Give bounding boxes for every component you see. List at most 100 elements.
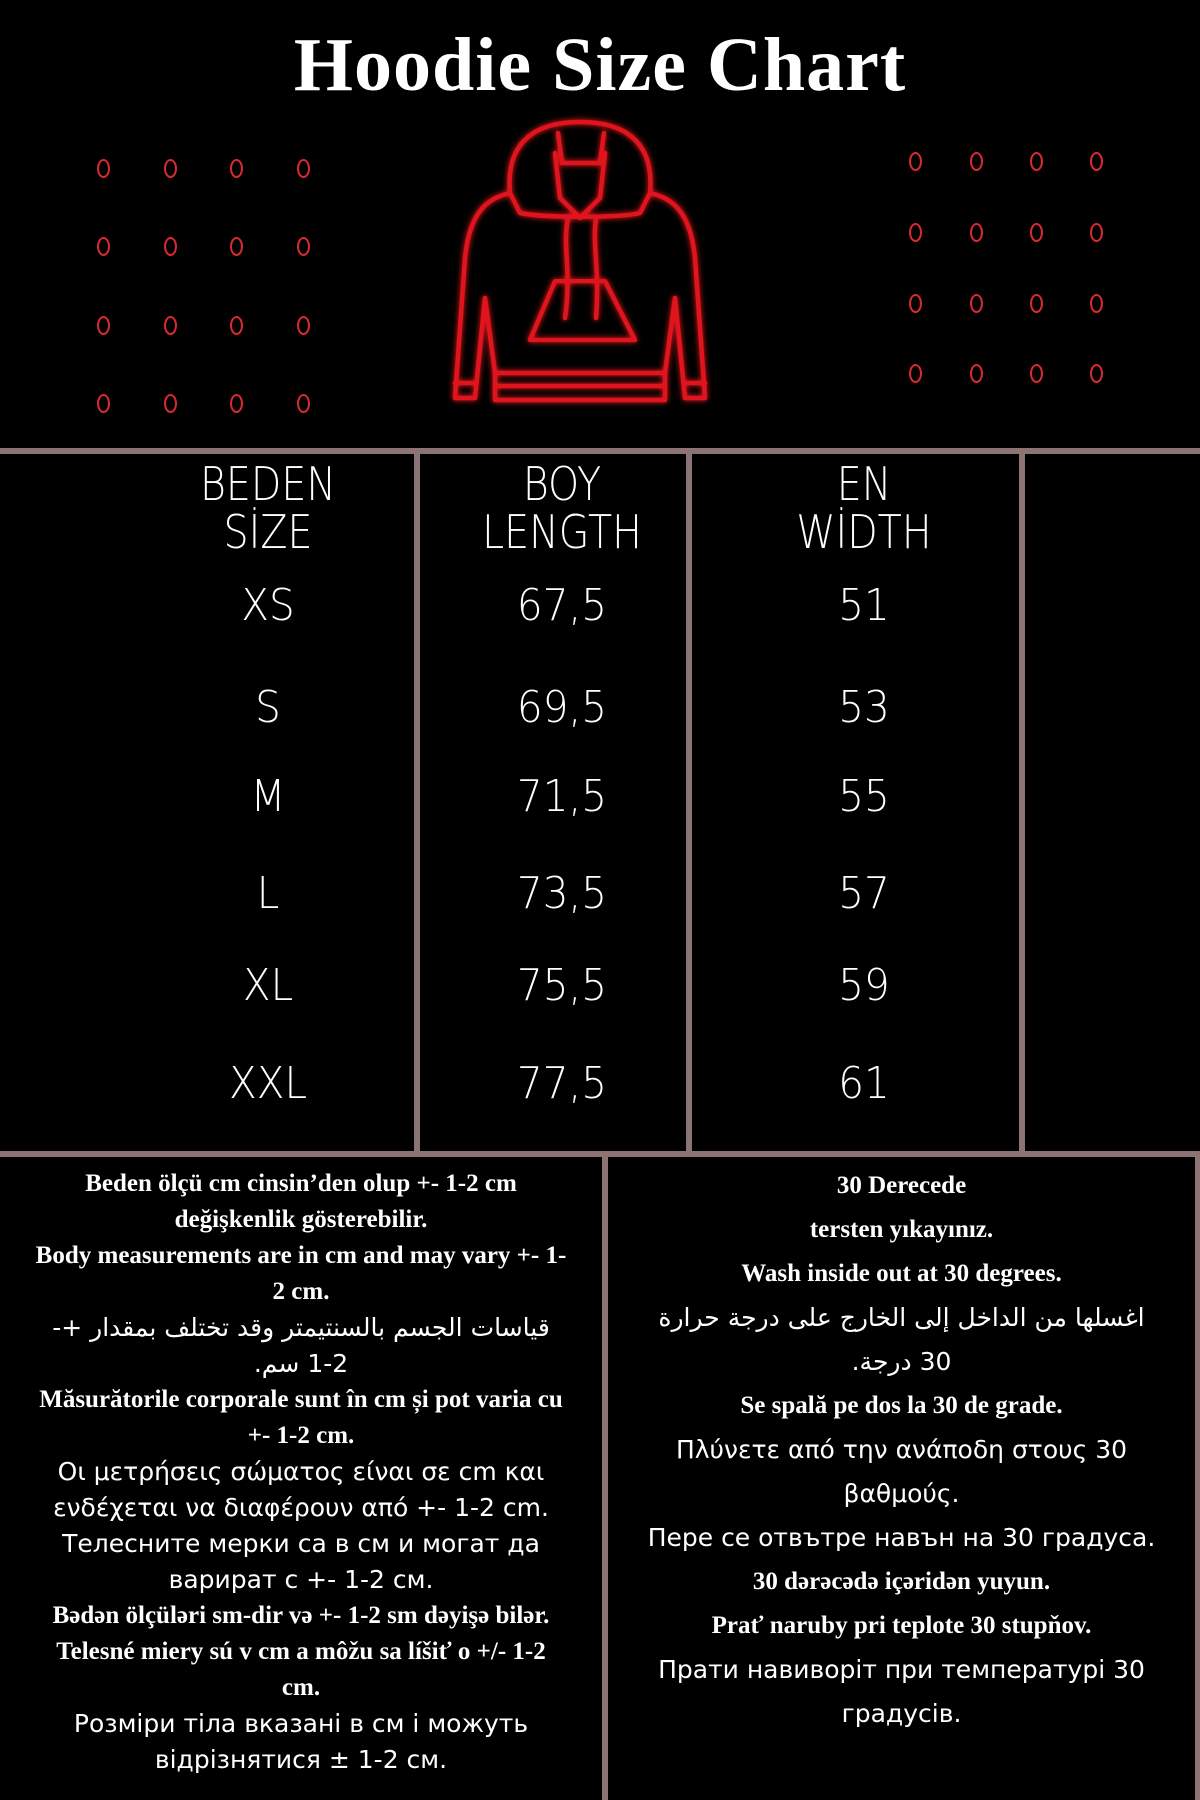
decorative-ring-icon bbox=[97, 237, 110, 256]
decorative-ring-icon bbox=[1090, 294, 1103, 313]
decorative-ring-icon bbox=[1090, 364, 1103, 383]
header-width-en: WİDTH bbox=[796, 505, 932, 559]
decorative-ring-icon bbox=[97, 159, 110, 178]
note-line: اغسلها من الداخل إلى الخارج على درجة حرا… bbox=[658, 1303, 1145, 1332]
decorative-ring-icon bbox=[1030, 152, 1043, 171]
note-line: değişkenlik gösterebilir. bbox=[174, 1206, 428, 1233]
cell-width: 53 bbox=[838, 682, 890, 733]
note-line: Пере се отвътре навън на 30 градуса. bbox=[647, 1523, 1156, 1552]
note-line: قياسات الجسم بالسنتيمتر وقد تختلف بمقدار… bbox=[52, 1313, 550, 1342]
cell-size: XXL bbox=[228, 1058, 308, 1109]
decorative-ring-icon bbox=[970, 364, 983, 383]
decorative-ring-icon bbox=[1030, 364, 1043, 383]
note-line: 2 cm. bbox=[272, 1278, 330, 1305]
decorative-ring-icon bbox=[164, 159, 177, 178]
header-length-tr: BOY bbox=[522, 457, 602, 511]
decorative-ring-icon bbox=[1090, 223, 1103, 242]
note-line: βαθμούς. bbox=[843, 1479, 960, 1508]
note-line: 30 درجة. bbox=[851, 1347, 952, 1376]
header-size: BEDEN SİZE bbox=[182, 460, 354, 556]
decorative-ring-icon bbox=[1030, 294, 1043, 313]
decorative-ring-icon bbox=[1030, 223, 1043, 242]
note-line: Wash inside out at 30 degrees. bbox=[741, 1260, 1062, 1287]
cell-size: XS bbox=[241, 580, 295, 631]
header-length: BOY LENGTH bbox=[450, 460, 674, 556]
header-length-en: LENGTH bbox=[482, 505, 642, 559]
decorative-ring-icon bbox=[97, 316, 110, 335]
decorative-ring-icon bbox=[909, 152, 922, 171]
decorative-ring-icon bbox=[230, 237, 243, 256]
note-line: 30 dərəcədə içəridən yuyun. bbox=[752, 1568, 1051, 1595]
washing-notes: 30 Derecede tersten yıkayınız. Wash inside… bbox=[608, 1164, 1195, 1736]
hoodie-outline-icon bbox=[452, 119, 708, 403]
decorative-ring-icon bbox=[970, 152, 983, 171]
decorative-ring-icon bbox=[297, 237, 310, 256]
column-divider bbox=[686, 454, 692, 1154]
note-line: Телесните мерки са в см и могат да bbox=[62, 1529, 540, 1558]
note-line: Se spală pe dos la 30 de grade. bbox=[740, 1392, 1063, 1419]
notes-right-border bbox=[1195, 1157, 1200, 1800]
note-line: ενδέχεται να διαφέρουν από +- 1-2 cm. bbox=[53, 1493, 549, 1522]
note-line: Πλύνετε από την ανάποδη στους 30 bbox=[675, 1435, 1128, 1464]
decorative-ring-icon bbox=[230, 159, 243, 178]
cell-width: 57 bbox=[838, 868, 890, 919]
header-size-tr: BEDEN bbox=[200, 457, 336, 511]
measurement-notes: Beden ölçü cm cinsin’den olup +- 1-2 cm d… bbox=[0, 1166, 602, 1778]
table-bottom-border bbox=[0, 1151, 1200, 1157]
note-line: Body measurements are in cm and may vary… bbox=[35, 1242, 567, 1269]
cell-size: XL bbox=[242, 960, 294, 1011]
note-line: Telesné miery sú v cm a môžu sa líšiť o … bbox=[56, 1638, 546, 1665]
notes-divider bbox=[602, 1157, 608, 1800]
decorative-ring-icon bbox=[909, 223, 922, 242]
header-width: EN WİDTH bbox=[752, 460, 976, 556]
note-line: Măsurătorile corporale sunt în cm și pot… bbox=[39, 1386, 563, 1413]
note-line: відрізнятися ± 1-2 см. bbox=[154, 1745, 448, 1774]
note-line: Прати навиворіт при температурі 30 bbox=[658, 1655, 1145, 1684]
cell-length: 69,5 bbox=[516, 682, 608, 733]
cell-width: 51 bbox=[838, 580, 890, 631]
cell-size: M bbox=[250, 771, 286, 822]
decorative-ring-icon bbox=[97, 394, 110, 413]
note-line: Οι μετρήσεις σώματος είναι σε cm και bbox=[57, 1457, 545, 1486]
note-line: cm. bbox=[281, 1674, 321, 1701]
decorative-ring-icon bbox=[297, 316, 310, 335]
cell-size: L bbox=[256, 868, 280, 919]
cell-width: 61 bbox=[838, 1058, 890, 1109]
note-line: Bədən ölçüləri sm-dir və +- 1-2 sm dəyiş… bbox=[52, 1602, 550, 1629]
decorative-ring-icon bbox=[164, 237, 177, 256]
cell-length: 67,5 bbox=[516, 580, 608, 631]
cell-width: 59 bbox=[838, 960, 890, 1011]
note-line: 1-2 سم. bbox=[253, 1349, 349, 1378]
decorative-ring-icon bbox=[970, 223, 983, 242]
cell-length: 77,5 bbox=[516, 1058, 608, 1109]
note-line: +- 1-2 cm. bbox=[247, 1422, 355, 1449]
note-line: Розміри тіла вказані в см і можуть bbox=[73, 1709, 529, 1738]
table-top-border bbox=[0, 448, 1200, 454]
note-line: Prať naruby pri teplote 30 stupňov. bbox=[711, 1612, 1092, 1639]
decorative-ring-icon bbox=[297, 159, 310, 178]
decorative-ring-icon bbox=[297, 394, 310, 413]
cell-size: S bbox=[255, 682, 281, 733]
cell-width: 55 bbox=[838, 771, 890, 822]
decorative-ring-icon bbox=[230, 316, 243, 335]
decorative-ring-icon bbox=[970, 294, 983, 313]
decorative-ring-icon bbox=[164, 394, 177, 413]
decorative-ring-icon bbox=[909, 294, 922, 313]
note-line: Beden ölçü cm cinsin’den olup +- 1-2 cm bbox=[85, 1170, 517, 1197]
note-line: tersten yıkayınız. bbox=[809, 1216, 994, 1243]
header-width-tr: EN bbox=[836, 457, 892, 511]
note-line: варират с +- 1-2 см. bbox=[168, 1565, 434, 1594]
column-divider bbox=[1019, 454, 1025, 1154]
decorative-ring-icon bbox=[1090, 152, 1103, 171]
note-line: 30 Derecede bbox=[836, 1172, 967, 1199]
decorative-ring-icon bbox=[230, 394, 243, 413]
page-title: Hoodie Size Chart bbox=[293, 23, 907, 107]
note-line: градусів. bbox=[841, 1699, 962, 1728]
cell-length: 73,5 bbox=[516, 868, 608, 919]
cell-length: 71,5 bbox=[516, 771, 608, 822]
header-size-en: SİZE bbox=[223, 505, 313, 559]
decorative-ring-icon bbox=[909, 364, 922, 383]
cell-length: 75,5 bbox=[516, 960, 608, 1011]
decorative-ring-icon bbox=[164, 316, 177, 335]
column-divider bbox=[414, 454, 420, 1154]
